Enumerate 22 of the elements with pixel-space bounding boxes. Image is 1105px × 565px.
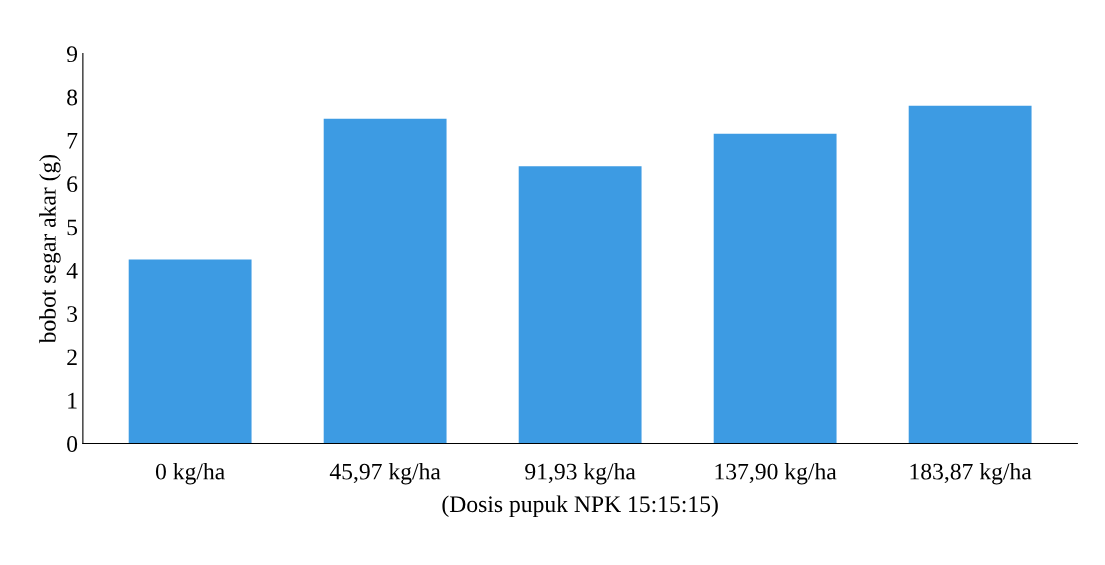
bar	[323, 118, 447, 444]
x-tick-label: 0 kg/ha	[155, 462, 225, 485]
y-axis-title: bobot segar akar (g)	[39, 154, 61, 344]
x-tick-label: 183,87 kg/ha	[910, 462, 1032, 485]
y-tick-label: 3	[67, 306, 78, 322]
bar	[128, 259, 252, 444]
bar	[908, 105, 1032, 444]
y-tick-label: 4	[66, 262, 78, 279]
bar	[713, 133, 837, 444]
y-tick-label: 8	[67, 89, 78, 106]
x-tick-label: 91,93 kg/ha	[525, 462, 636, 485]
y-tick-label: 2	[67, 349, 77, 366]
y-tick-label: 9	[66, 46, 78, 63]
y-tick-label: 1	[68, 392, 77, 409]
bar	[518, 166, 642, 444]
x-tick-label: 45,97 kg/ha	[329, 462, 441, 485]
x-axis-title: (Dosis pupuk NPK 15:15:15)	[442, 495, 718, 517]
y-tick-label: 6	[67, 176, 78, 193]
y-tick-label: 7	[67, 133, 78, 149]
y-tick-label: 0	[67, 436, 78, 452]
x-tick-label: 137,90 kg/ha	[715, 462, 837, 485]
y-tick-label: 5	[67, 219, 78, 236]
